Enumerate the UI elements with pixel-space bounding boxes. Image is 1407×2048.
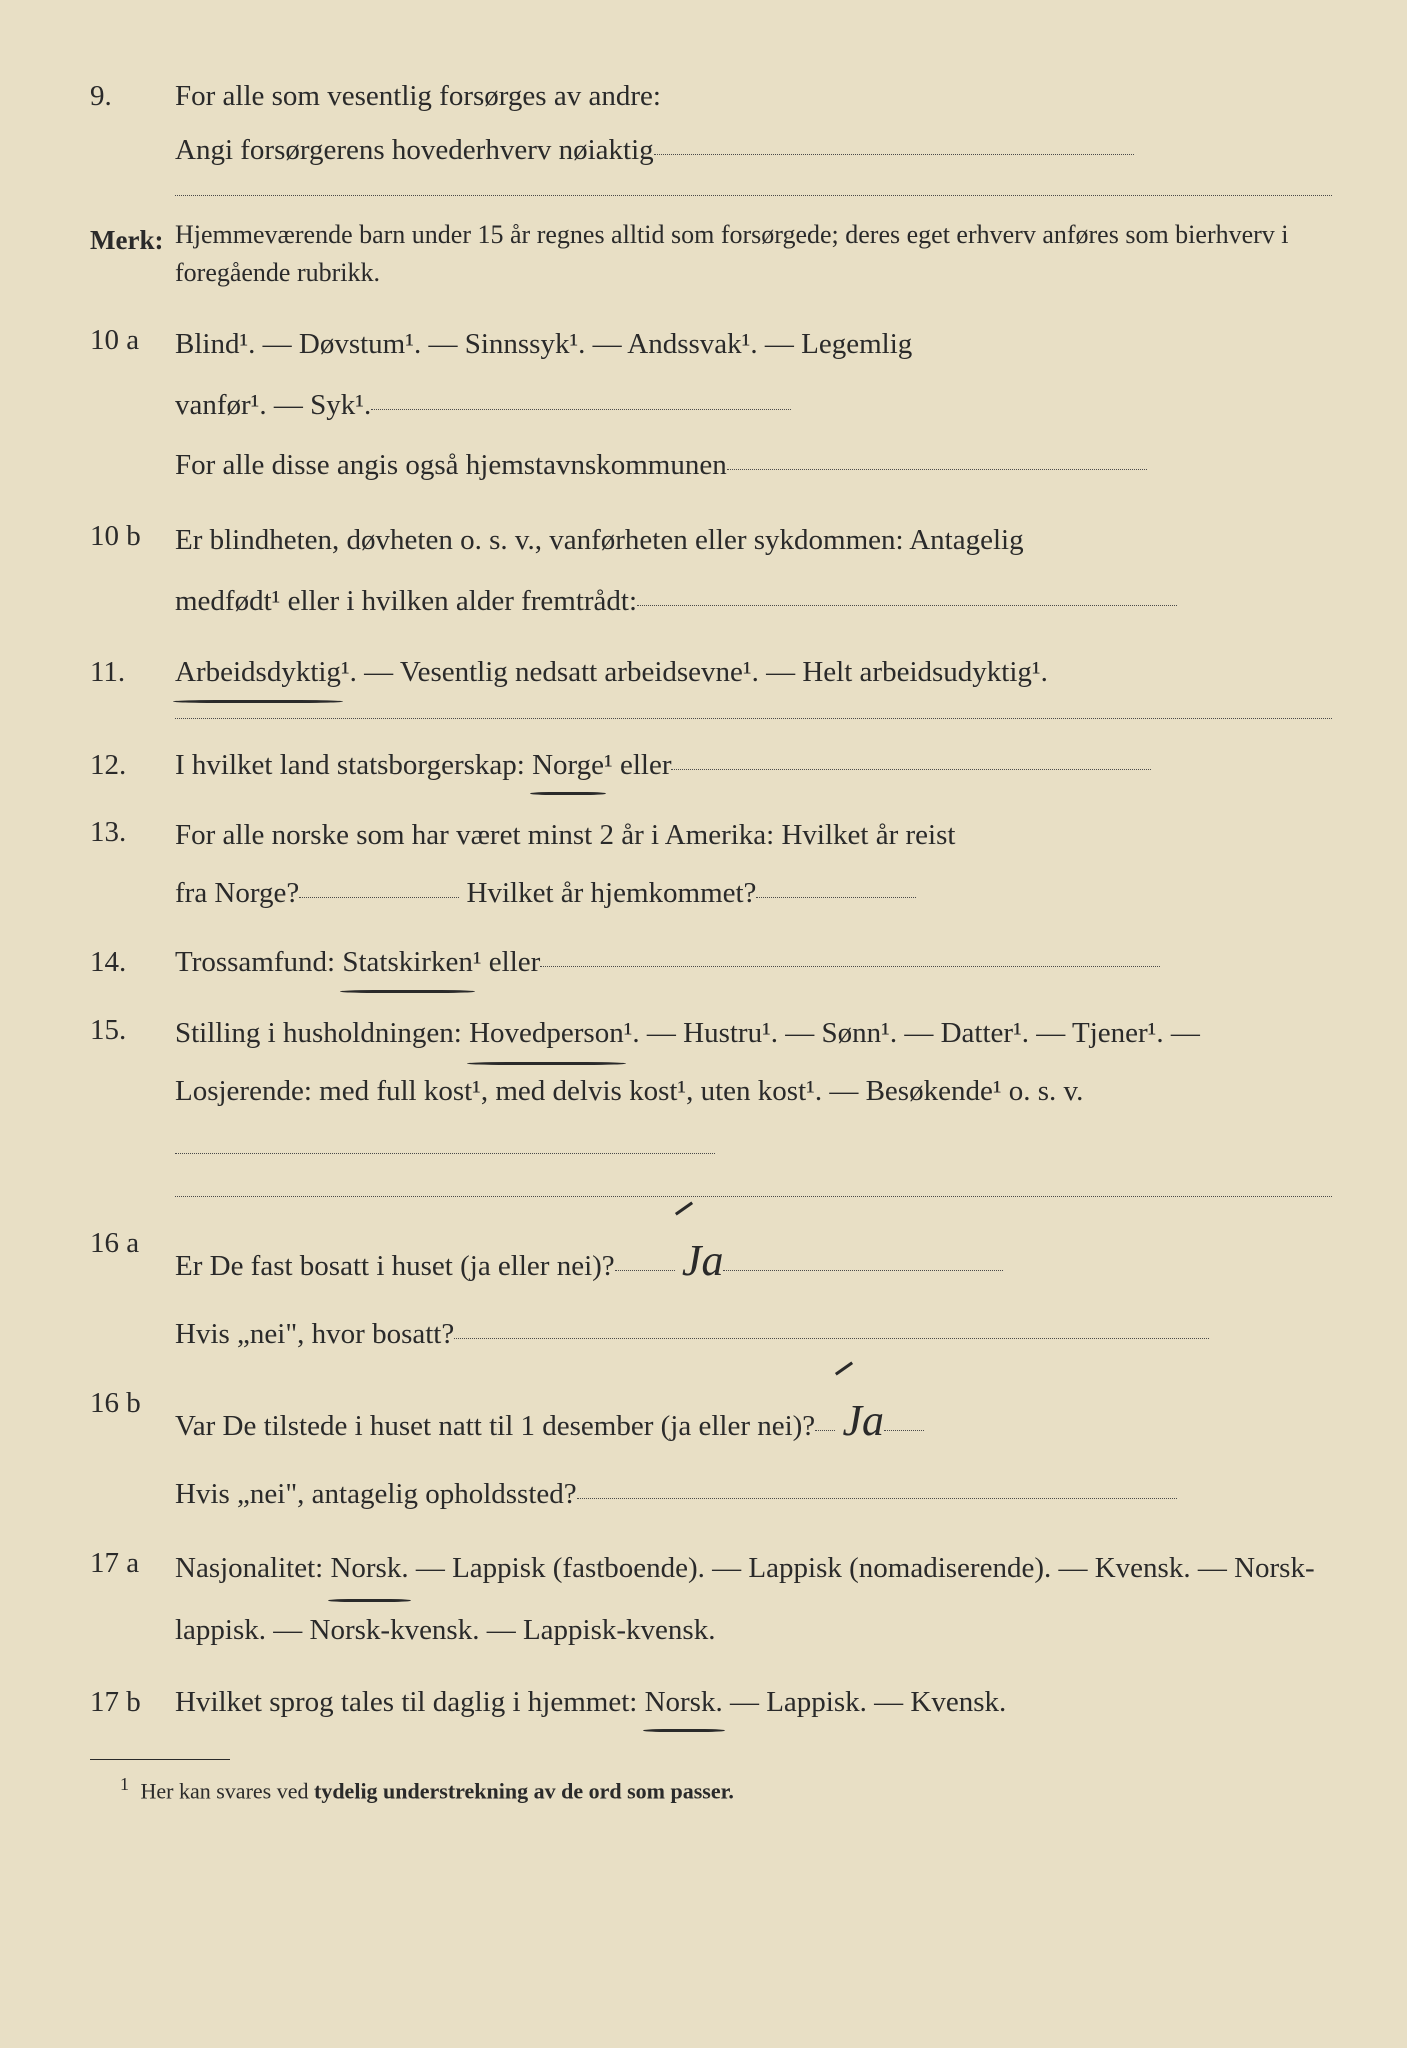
- q10b-line1: Er blindheten, døvheten o. s. v., vanfør…: [175, 510, 1332, 571]
- question-17b: 17 b Hvilket sprog tales til daglig i hj…: [90, 1676, 1332, 1730]
- q11-rest: ¹. — Vesentlig nedsatt arbeidsevne¹. — H…: [341, 656, 1048, 688]
- fill-line[interactable]: [815, 1430, 835, 1431]
- merk-note: Merk: Hjemmeværende barn under 15 år reg…: [90, 216, 1332, 291]
- q16b-answer: Ja: [842, 1377, 884, 1465]
- q15-number: 15.: [90, 1004, 175, 1058]
- q17a-underlined: Norsk.: [330, 1537, 408, 1599]
- footnote: 1 Her kan svares ved tydelig understrekn…: [120, 1768, 1332, 1812]
- separator: [175, 195, 1332, 196]
- q9-number: 9.: [90, 70, 175, 124]
- q16b-number: 16 b: [90, 1377, 175, 1431]
- q15-underlined: Hovedperson: [469, 1004, 624, 1062]
- question-17a: 17 a Nasjonalitet: Norsk. — Lappisk (fas…: [90, 1537, 1332, 1662]
- q13-line2: fra Norge? Hvilket år hjemkommet?: [175, 864, 1332, 922]
- q10a-line1: Blind¹. — Døvstum¹. — Sinnssyk¹. — Andss…: [175, 314, 1332, 375]
- question-14: 14. Trossamfund: Statskirken¹ eller: [90, 936, 1332, 990]
- q17b-underlined: Norsk.: [645, 1676, 723, 1730]
- q17b-number: 17 b: [90, 1676, 175, 1730]
- q17a-number: 17 a: [90, 1537, 175, 1591]
- question-15: 15. Stilling i husholdningen: Hovedperso…: [90, 1004, 1332, 1178]
- q11-number: 11.: [90, 646, 175, 700]
- fill-line[interactable]: [540, 966, 1160, 967]
- q16a-answer: Ja: [682, 1217, 724, 1305]
- fill-line[interactable]: [727, 469, 1147, 470]
- question-16a: 16 a Er De fast bosatt i huset (ja eller…: [90, 1217, 1332, 1363]
- question-16b: 16 b Var De tilstede i huset natt til 1 …: [90, 1377, 1332, 1523]
- fill-line[interactable]: [371, 409, 791, 410]
- q10a-number: 10 a: [90, 314, 175, 368]
- q12-number: 12.: [90, 739, 175, 793]
- fill-line[interactable]: [454, 1338, 1209, 1339]
- separator: [175, 718, 1332, 719]
- question-10a: 10 a Blind¹. — Døvstum¹. — Sinnssyk¹. — …: [90, 314, 1332, 497]
- q10a-line3: For alle disse angis også hjemstavnskomm…: [175, 435, 1332, 496]
- q14-underlined: Statskirken: [342, 936, 473, 990]
- fill-line[interactable]: [577, 1498, 1177, 1499]
- question-11: 11. Arbeidsdyktig¹. — Vesentlig nedsatt …: [90, 646, 1332, 700]
- q16a-line2: Hvis „nei", hvor bosatt?: [175, 1305, 1332, 1363]
- question-13: 13. For alle norske som har været minst …: [90, 806, 1332, 922]
- q10b-number: 10 b: [90, 510, 175, 564]
- fill-line[interactable]: [175, 1153, 715, 1154]
- q16a-number: 16 a: [90, 1217, 175, 1271]
- fill-line[interactable]: [884, 1430, 924, 1431]
- fill-line[interactable]: [723, 1270, 1003, 1271]
- fill-line[interactable]: [671, 769, 1151, 770]
- q16b-line1: Var De tilstede i huset natt til 1 desem…: [175, 1377, 1332, 1465]
- q10a-line2: vanfør¹. — Syk¹.: [175, 375, 1332, 436]
- q9-line2: Angi forsørgerens hovederhverv nøiaktig: [175, 124, 1332, 178]
- fill-line[interactable]: [654, 154, 1134, 155]
- q9-line1: For alle som vesentlig forsørges av andr…: [175, 70, 1332, 124]
- merk-label: Merk:: [90, 216, 175, 266]
- merk-text: Hjemmeværende barn under 15 år regnes al…: [175, 216, 1332, 291]
- q11-underlined: Arbeidsdyktig: [175, 646, 341, 700]
- fill-line[interactable]: [615, 1270, 675, 1271]
- footnote-rule: [90, 1759, 230, 1760]
- q16b-line2: Hvis „nei", antagelig opholdssted?: [175, 1465, 1332, 1523]
- q14-number: 14.: [90, 936, 175, 990]
- separator: [175, 1196, 1332, 1197]
- q13-number: 13.: [90, 806, 175, 860]
- q12-underlined: Norge: [532, 739, 604, 793]
- question-12: 12. I hvilket land statsborgerskap: Norg…: [90, 739, 1332, 793]
- question-10b: 10 b Er blindheten, døvheten o. s. v., v…: [90, 510, 1332, 632]
- q16a-line1: Er De fast bosatt i huset (ja eller nei)…: [175, 1217, 1332, 1305]
- fill-line[interactable]: [299, 897, 459, 898]
- q10b-line2: medfødt¹ eller i hvilken alder fremtrådt…: [175, 571, 1332, 632]
- question-9: 9. For alle som vesentlig forsørges av a…: [90, 70, 1332, 177]
- q13-line1: For alle norske som har været minst 2 år…: [175, 806, 1332, 864]
- fill-line[interactable]: [756, 897, 916, 898]
- fill-line[interactable]: [637, 605, 1177, 606]
